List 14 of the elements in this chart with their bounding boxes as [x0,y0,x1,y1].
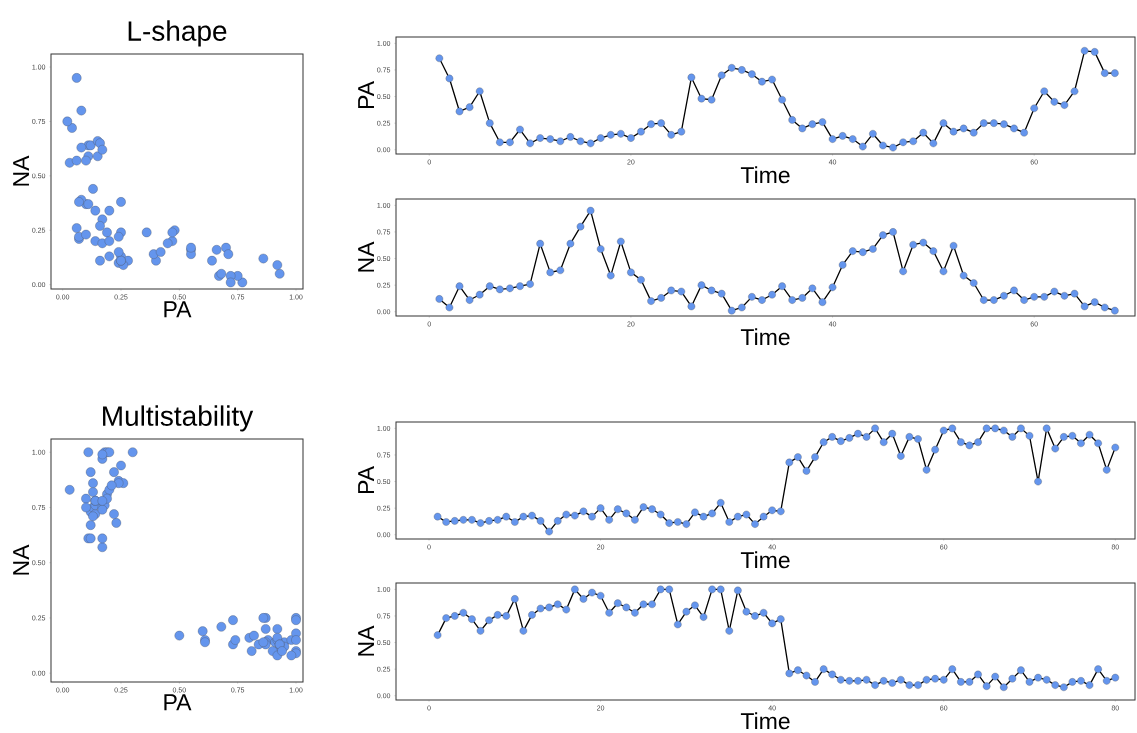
x-axis-title: PA [164,301,192,318]
y-axis-title: NA [358,241,374,272]
y-axis-title: NA [358,625,374,656]
x-axis-title: PA [164,694,192,711]
chart-title: L-shape [128,20,227,47]
y-axis-title: NA [13,544,29,575]
x-axis-title: Time [740,166,790,184]
y-axis-title: PA [358,81,374,109]
x-axis-title: Time [740,712,790,730]
x-axis-title: Time [740,328,790,346]
y-axis-title: PA [358,466,374,494]
y-axis-title: NA [13,155,29,186]
x-axis-title: Time [740,551,790,569]
chart-title: Multistability [103,405,254,432]
